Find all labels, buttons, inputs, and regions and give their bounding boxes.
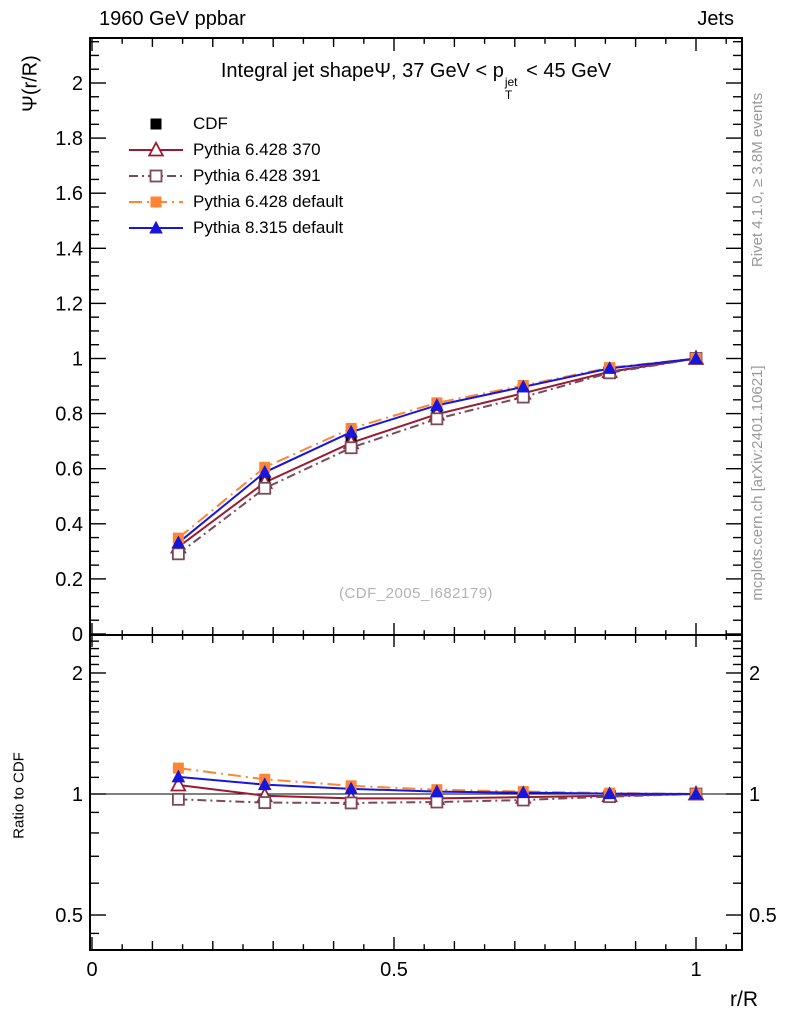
ratio-y-tick-label-right: 0.5 [749,905,777,927]
main-y-tick-label: 1.2 [55,293,83,315]
data-point-marker [602,361,617,374]
main-y-tick-label: 1.8 [55,128,83,150]
x-tick-label: 0 [86,959,97,981]
ratio-y-tick-label-right: 1 [749,784,760,806]
data-point-marker-ratio [344,796,358,810]
legend-marker [149,169,163,183]
data-point-marker-ratio [257,777,272,791]
rivet-version-note: Rivet 4.1.0, ≥ 3.8M events [749,92,766,268]
data-point-marker [689,351,703,364]
x-tick-label: 0.5 [380,959,408,981]
ratio-y-tick-label: 1 [72,784,83,806]
data-point-marker-ratio [602,786,617,800]
legend: CDF Pythia 6.428 370 Pythia 6.428 391 Pythi… [128,111,343,241]
legend-swatch [129,196,183,208]
data-point-marker-ratio [516,785,531,799]
data-point-marker [257,465,272,478]
main-y-tick-label: 0.2 [55,569,83,591]
legend-marker [150,118,162,130]
plot-title-suffix: < 45 GeV [520,60,612,82]
data-point-marker-ratio [689,786,703,800]
legend-swatch [150,118,162,130]
legend-label: Pythia 6.428 391 [193,166,321,185]
pt-jet-subscript-stack: jet T [505,76,518,101]
analysis-group-label: Jets [697,8,734,30]
ratio-y-axis-label: Ratio to CDF [10,752,28,839]
ratio-y-tick-label: 2 [72,663,83,685]
data-point-marker-ratio [430,784,444,798]
legend-swatch [129,220,183,234]
data-point-marker-ratio [170,775,187,792]
ratio-y-tick-label: 0.5 [55,905,83,927]
legend-marker [149,220,163,234]
data-point-marker [516,379,531,393]
legend-swatch [129,141,183,157]
analysis-id-watermark: (CDF_2005_I682179) [338,585,494,602]
data-point-marker [171,535,186,549]
plot-title-text: Integral jet shapeΨ, 37 GeV < p [220,60,504,82]
data-point-marker [516,390,530,404]
main-y-tick-label: 0.4 [55,514,83,536]
legend-label: Pythia 8.315 default [193,218,344,237]
mcplots-reference-note: mcplots.cern.ch [arXiv:2401.10621] [749,365,766,601]
data-point-marker [258,481,272,495]
data-point-marker-ratio [258,796,272,809]
data-point-marker [344,424,358,438]
data-point-marker [171,547,185,561]
main-y-tick-label: 2 [72,73,83,95]
data-point-marker-ratio [171,792,185,806]
ratio-panel-frame [89,634,743,951]
legend-label: Pythia 6.428 default [193,192,344,211]
ratio-y-tick-label-right: 2 [749,663,760,685]
legend-item: Pythia 6.428 370 [128,137,343,163]
main-y-tick-label: 1.6 [55,183,83,205]
main-y-tick-label: 0 [72,624,83,646]
legend-item: CDF [128,111,343,137]
data-point-marker-ratio [171,769,186,783]
legend-item: Pythia 6.428 default [128,189,343,215]
legend-item: Pythia 8.315 default [128,215,343,241]
legend-marker [150,196,162,208]
data-point-marker [344,441,358,455]
plot-title: Integral jet shapeΨ, 37 GeV < p jet T < 45… [90,60,742,101]
series-line-main [177,357,697,544]
data-point-marker [430,412,444,426]
legend-label: CDF [193,114,228,133]
series-line-main [177,357,697,539]
legend-marker [147,141,165,157]
x-axis-label: r/R [730,988,758,1011]
data-point-marker [430,398,444,411]
data-point-marker-ratio [172,762,184,774]
legend-label: Pythia 6.428 370 [193,140,321,159]
pt-superscript: jet [504,75,518,89]
beam-energy-label: 1960 GeV ppbar [99,8,246,30]
data-point-marker-ratio [430,795,444,809]
main-y-tick-label: 1.4 [55,238,83,260]
pt-subscript: T [504,87,513,102]
main-y-tick-label: 1 [72,349,83,371]
data-point-marker-ratio [344,781,358,795]
main-y-tick-label: 0.8 [55,404,83,426]
main-y-axis-label: Ψ(r/R) [19,55,42,112]
legend-item: Pythia 6.428 391 [128,163,343,189]
series-line-main [177,357,697,548]
x-tick-label: 1 [690,959,701,981]
legend-swatch [129,169,183,183]
series-line-main [177,357,697,555]
main-y-tick-label: 0.6 [55,459,83,481]
